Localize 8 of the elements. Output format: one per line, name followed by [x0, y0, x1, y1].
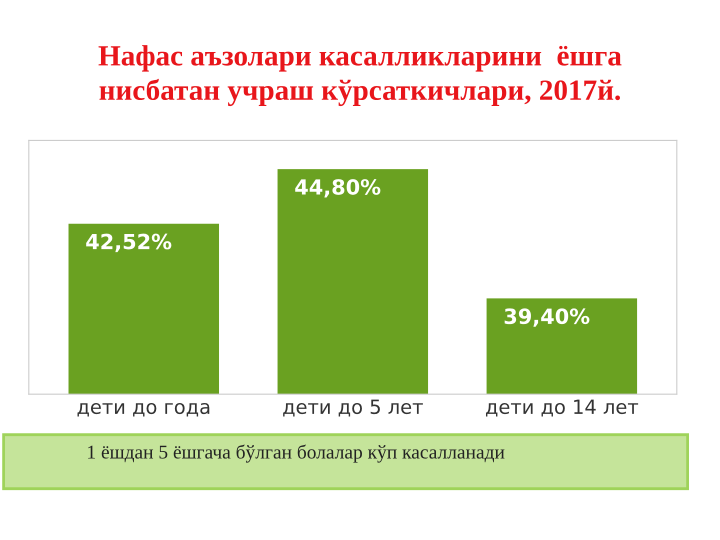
data-label: 39,40% [504, 308, 590, 327]
x-tick-label: дети до 14 лет [486, 400, 638, 417]
data-label: 42,52% [86, 234, 172, 252]
chart-title: Нафас аъзолари касалликларини ёшга нисбатан учраш кўрсаткичлари, 2017й. [98, 45, 622, 106]
x-tick-label: дети до года [78, 402, 210, 417]
data-label: 44,80% [295, 179, 380, 198]
text: 1 ёшдан 5 ёшгача бўлган болалар кўп касалланади [88, 444, 504, 463]
x-tick-label: дети до 5 лет [283, 400, 423, 417]
